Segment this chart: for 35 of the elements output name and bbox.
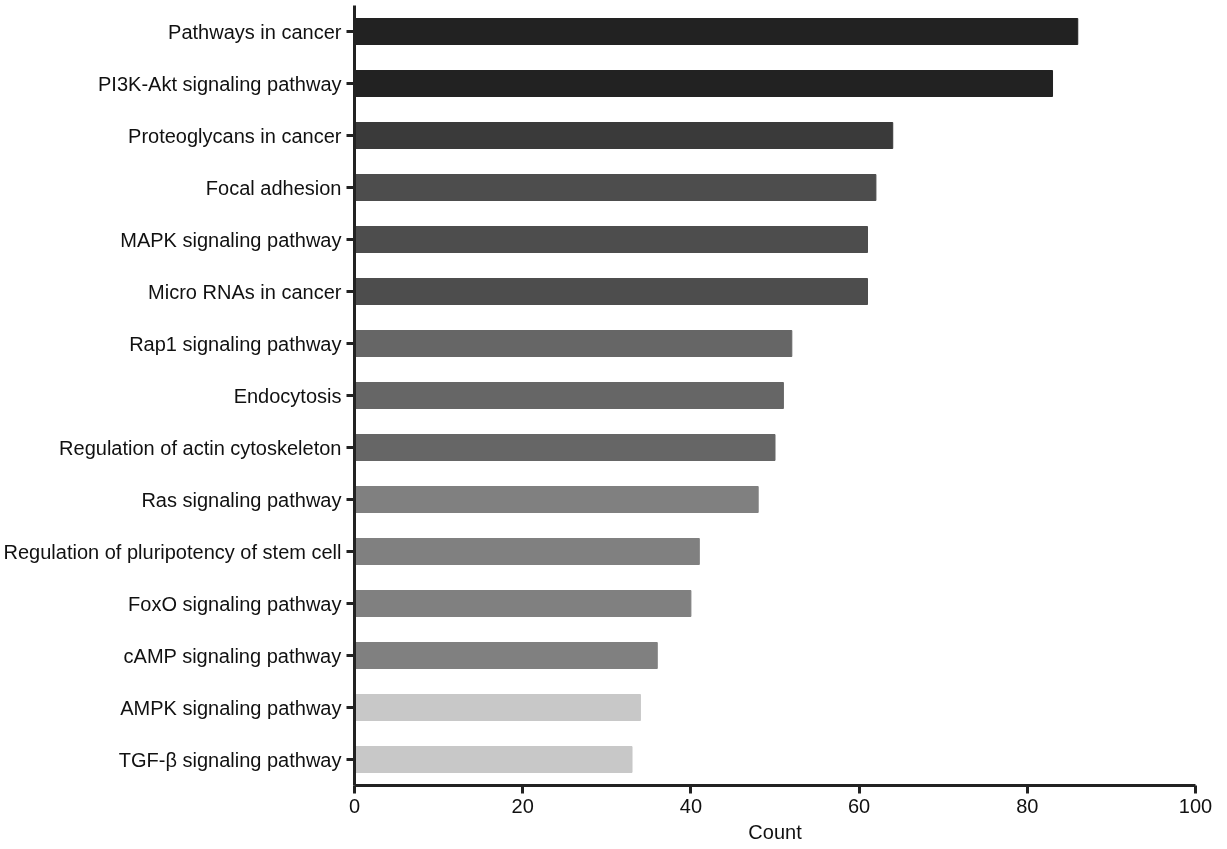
bar bbox=[354, 174, 877, 201]
bar bbox=[354, 590, 692, 617]
y-tick-label: MAPK signaling pathway bbox=[120, 228, 342, 251]
x-tick-label: 0 bbox=[348, 794, 361, 817]
y-tick-label: Endocytosis bbox=[233, 384, 342, 407]
y-tick-label: AMPK signaling pathway bbox=[120, 696, 342, 719]
y-tick-label: TGF-β signaling pathway bbox=[118, 748, 342, 771]
bar bbox=[354, 694, 641, 721]
y-tick-label: Focal adhesion bbox=[205, 176, 342, 199]
x-tick-label: 40 bbox=[679, 794, 703, 817]
y-tick-label: Regulation of actin cytoskeleton bbox=[59, 436, 342, 459]
y-tick-label: Proteoglycans in cancer bbox=[128, 124, 342, 147]
bar bbox=[354, 278, 869, 305]
bar bbox=[354, 746, 633, 773]
bar bbox=[354, 486, 759, 513]
bar bbox=[354, 122, 894, 149]
y-tick-label: Micro RNAs in cancer bbox=[148, 280, 342, 303]
x-tick-label: 80 bbox=[1016, 794, 1039, 817]
y-tick-label: PI3K-Akt signaling pathway bbox=[98, 72, 342, 95]
y-tick-label: FoxO signaling pathway bbox=[128, 592, 342, 615]
y-tick-label: Rap1 signaling pathway bbox=[129, 332, 342, 355]
bar bbox=[354, 538, 700, 565]
bar bbox=[354, 382, 784, 409]
y-tick-label: Regulation of pluripotency of stem cell bbox=[3, 540, 342, 563]
y-tick-label: Ras signaling pathway bbox=[141, 488, 342, 511]
bar bbox=[354, 330, 793, 357]
bar bbox=[354, 434, 776, 461]
x-tick-label: 100 bbox=[1178, 794, 1213, 817]
bar bbox=[354, 642, 658, 669]
x-tick-label: 20 bbox=[511, 794, 534, 817]
x-axis-title: Count bbox=[748, 820, 803, 843]
y-tick-label: cAMP signaling pathway bbox=[123, 644, 342, 667]
x-tick-label: 60 bbox=[847, 794, 871, 817]
y-tick-label: Pathways in cancer bbox=[168, 20, 342, 43]
bar bbox=[354, 226, 869, 253]
